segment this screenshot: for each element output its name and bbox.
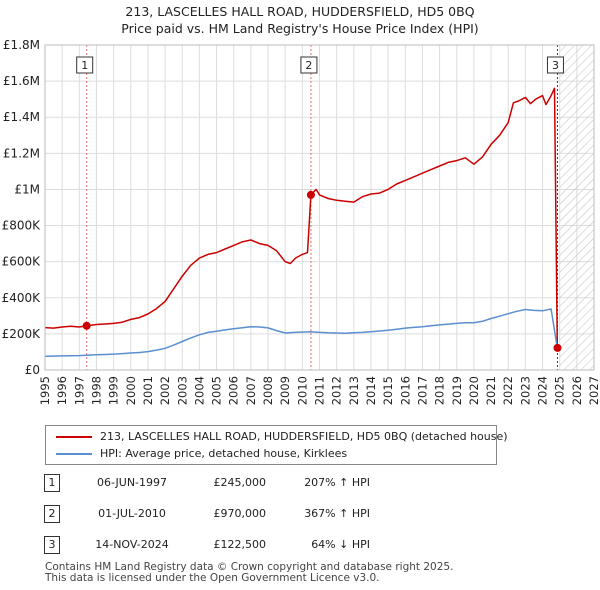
x-tick-label: 1999 xyxy=(107,376,121,405)
transaction-number: 3 xyxy=(44,536,60,554)
transaction-2-label-box xyxy=(300,56,318,74)
x-tick-label: 1995 xyxy=(38,376,52,405)
x-tick-label: 2020 xyxy=(467,376,481,405)
transaction-3-label-box xyxy=(546,56,564,74)
transaction-1-label: 1 xyxy=(81,59,88,72)
transaction-2-marker xyxy=(306,190,315,199)
table-row: 3 14-NOV-2024 £122,500 64% ↓ HPI xyxy=(0,536,600,558)
legend-swatch-hpi xyxy=(56,453,92,455)
x-tick-label: 2001 xyxy=(141,376,155,405)
transaction-date: 14-NOV-2024 xyxy=(95,538,169,551)
y-tick-label: £1.2M xyxy=(3,146,40,160)
x-tick-label: 2018 xyxy=(433,376,447,405)
transaction-hpi-change: 367% ↑ HPI xyxy=(304,507,370,520)
x-tick-label: 2008 xyxy=(261,376,275,405)
transaction-2-label: 2 xyxy=(305,59,312,72)
y-tick-label: £0 xyxy=(25,363,40,377)
transaction-price: £970,000 xyxy=(213,507,267,520)
x-tick-label: 2021 xyxy=(484,376,498,405)
x-tick-label: 2022 xyxy=(501,376,515,405)
x-tick-label: 2003 xyxy=(175,376,189,405)
legend-swatch-property xyxy=(56,436,92,438)
table-row: 2 01-JUL-2010 £970,000 367% ↑ HPI xyxy=(0,505,600,527)
projection-hatch xyxy=(559,45,594,370)
x-tick-label: 2004 xyxy=(192,376,206,405)
series-line-hpi xyxy=(44,308,559,358)
x-tick-label: 2013 xyxy=(347,376,361,405)
x-tick-label: 2002 xyxy=(158,376,172,405)
transaction-1-marker xyxy=(82,321,91,330)
legend-label-property: 213, LASCELLES HALL ROAD, HUDDERSFIELD, … xyxy=(100,430,508,443)
x-tick-label: 2006 xyxy=(227,376,241,405)
x-tick-label: 2009 xyxy=(278,376,292,405)
price-chart: 1 2 3 £0 £200K £400K £600K £800K £1M £1.2M £1.4M £… xyxy=(2,38,600,405)
y-tick-label: £1.4M xyxy=(3,110,40,124)
x-tick-label: 2005 xyxy=(210,376,224,405)
legend-label-hpi: HPI: Average price, detached house, Kirk… xyxy=(100,447,348,460)
x-tick-label: 2007 xyxy=(244,376,258,405)
x-tick-label: 2023 xyxy=(518,376,532,405)
transaction-3-marker xyxy=(553,343,562,352)
chart-title: 213, LASCELLES HALL ROAD, HUDDERSFIELD, … xyxy=(125,4,475,19)
y-tick-label: £1M xyxy=(14,182,40,196)
footer-copyright: Contains HM Land Registry data © Crown c… xyxy=(45,561,454,573)
y-tick-label: £600K xyxy=(2,255,42,269)
x-tick-label: 1996 xyxy=(55,376,69,405)
x-tick-label: 2025 xyxy=(553,376,567,405)
x-tick-label: 2019 xyxy=(450,376,464,405)
x-tick-label: 1997 xyxy=(72,376,86,405)
transaction-number: 1 xyxy=(44,474,60,492)
transaction-1-label-box xyxy=(76,56,94,74)
table-row: 1 06-JUN-1997 £245,000 207% ↑ HPI xyxy=(0,474,600,496)
transaction-date: 01-JUL-2010 xyxy=(98,507,166,520)
x-tick-label: 2000 xyxy=(124,376,138,405)
y-tick-label: £1.6M xyxy=(3,74,40,88)
x-tick-label: 2011 xyxy=(313,376,327,405)
transaction-3-label: 3 xyxy=(552,59,559,72)
x-tick-label: 2026 xyxy=(570,376,584,405)
x-tick-label: 2015 xyxy=(381,376,395,405)
transaction-price: £122,500 xyxy=(213,538,267,551)
x-tick-label: 2024 xyxy=(536,376,550,405)
y-tick-label: £1.8M xyxy=(3,38,40,52)
x-tick-label: 2012 xyxy=(330,376,344,405)
transaction-price: £245,000 xyxy=(213,476,267,489)
x-tick-label: 2014 xyxy=(364,376,378,405)
x-tick-label: 2027 xyxy=(587,376,600,405)
plot-border xyxy=(44,44,595,371)
transaction-hpi-change: 207% ↑ HPI xyxy=(304,476,370,489)
chart-legend: 213, LASCELLES HALL ROAD, HUDDERSFIELD, … xyxy=(45,425,508,465)
chart-subtitle: Price paid vs. HM Land Registry's House … xyxy=(121,21,479,36)
y-tick-label: £200K xyxy=(2,327,42,341)
y-tick-label: £800K xyxy=(2,219,42,233)
x-tick-label: 2016 xyxy=(398,376,412,405)
x-tick-label: 2017 xyxy=(415,376,429,405)
transaction-date: 06-JUN-1997 xyxy=(96,476,168,489)
x-tick-label: 2010 xyxy=(295,376,309,405)
transaction-number: 2 xyxy=(44,505,60,523)
transaction-hpi-change: 64% ↓ HPI xyxy=(311,538,370,551)
x-tick-label: 1998 xyxy=(89,376,103,405)
footer-licence: This data is licensed under the Open Gov… xyxy=(45,572,380,584)
y-tick-label: £400K xyxy=(2,291,42,305)
